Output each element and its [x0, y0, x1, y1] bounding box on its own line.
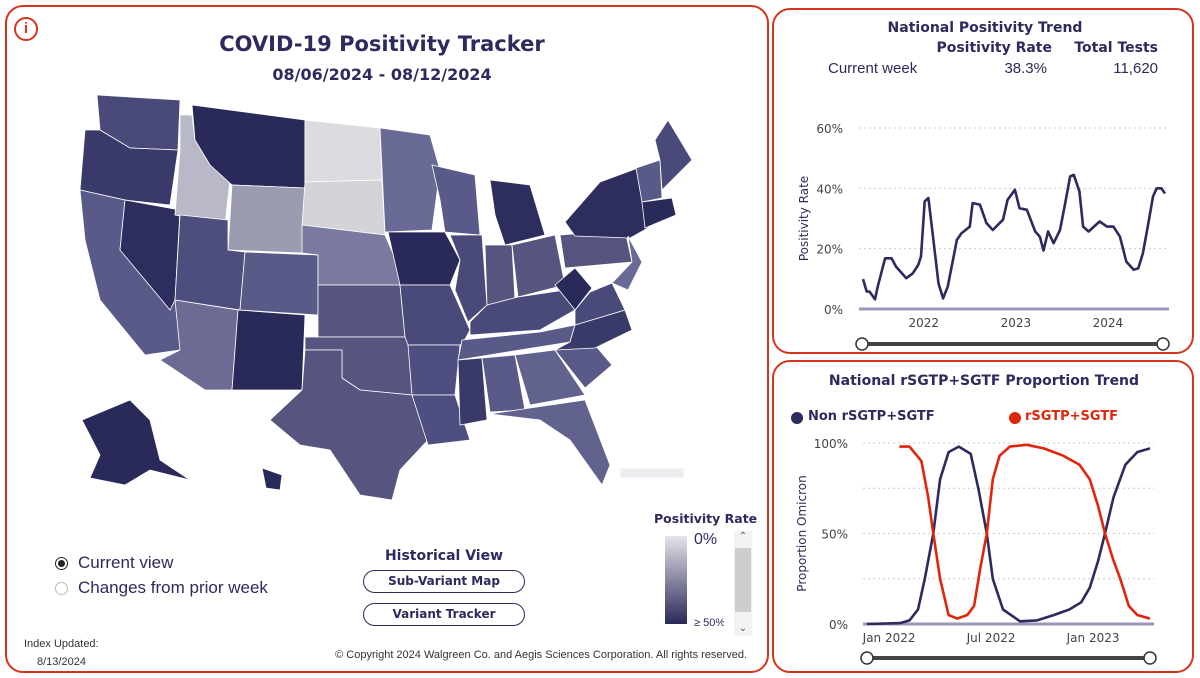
copyright: © Copyright 2024 Walgreen Co. and Aegis … — [335, 649, 747, 661]
row-current-week: Current week — [828, 60, 918, 77]
y-tick-label: 60% — [816, 122, 843, 136]
index-updated-date: 8/13/2024 — [37, 656, 86, 668]
state-il[interactable] — [449, 234, 488, 323]
y-tick-label: 40% — [816, 182, 843, 196]
state-wv[interactable] — [554, 267, 593, 311]
range-slider-start-handle[interactable] — [855, 337, 869, 351]
radio-current-view[interactable] — [55, 557, 68, 570]
state-nj-md[interactable] — [611, 235, 643, 291]
info-icon[interactable]: i — [14, 17, 38, 41]
radio-label-current-view[interactable]: Current view — [78, 553, 174, 572]
sub-variant-map-button[interactable]: Sub-Variant Map — [363, 570, 525, 593]
scroll-thumb[interactable] — [735, 548, 751, 612]
state-tx[interactable] — [269, 349, 429, 501]
us-map — [79, 94, 693, 501]
index-updated-label: Index Updated: — [24, 638, 99, 650]
col-total-tests: Total Tests — [1074, 40, 1158, 56]
variant-tracker-button[interactable]: Variant Tracker — [363, 603, 525, 626]
legend-min-label: 0% — [694, 531, 718, 548]
series-line-positivity-rate — [861, 173, 1167, 301]
proportion-panel — [772, 360, 1194, 673]
state-ia[interactable] — [387, 231, 461, 286]
legend-label-non[interactable]: Non rSGTP+SGTF — [808, 409, 935, 424]
y-tick-label: 0% — [824, 303, 843, 317]
date-range: 08/06/2024 - 08/12/2024 — [272, 65, 492, 84]
state-ma-ct-ri[interactable] — [641, 197, 677, 229]
col-positivity-rate: Positivity Rate — [936, 40, 1052, 56]
legend-gradient — [665, 536, 687, 624]
state-ga[interactable] — [514, 349, 586, 406]
territory-pr[interactable] — [619, 467, 685, 479]
state-hi[interactable] — [261, 467, 283, 491]
y-tick-label: 20% — [816, 243, 843, 257]
range-slider-end-handle[interactable] — [1156, 337, 1170, 351]
x-tick-label: 2023 — [1001, 316, 1032, 330]
legend-scrollbar[interactable]: ⌃ ⌄ — [734, 531, 752, 636]
state-ny[interactable] — [564, 167, 649, 239]
current-total-tests: 11,620 — [1113, 60, 1158, 77]
state-mi[interactable] — [489, 179, 546, 246]
proportion-title: National rSGTP+SGTF Proportion Trend — [828, 373, 1140, 389]
radio-changes-prior-week[interactable] — [55, 582, 68, 595]
historical-view-heading: Historical View — [384, 548, 504, 564]
scroll-up-icon[interactable]: ⌃ — [738, 531, 748, 542]
current-positivity-rate: 38.3% — [1004, 60, 1047, 77]
state-nv[interactable] — [119, 199, 181, 311]
legend-label-rsgtp[interactable]: rSGTP+SGTF — [1025, 409, 1119, 424]
state-wi[interactable] — [431, 164, 481, 236]
legend-dot-non — [791, 412, 803, 424]
legend-dot-rsgtp — [1009, 412, 1021, 424]
x-tick-label: 2024 — [1093, 316, 1124, 330]
state-ak[interactable] — [81, 399, 191, 486]
radio-label-changes-prior-week[interactable]: Changes from prior week — [78, 578, 268, 597]
scroll-down-icon[interactable]: ⌄ — [738, 623, 748, 634]
x-tick-label: 2022 — [908, 316, 939, 330]
state-mn[interactable] — [379, 127, 441, 233]
state-fl[interactable] — [489, 399, 611, 486]
legend-max-label: ≥ 50% — [694, 617, 724, 629]
state-ms[interactable] — [457, 357, 488, 426]
state-la[interactable] — [411, 394, 471, 446]
y-axis-title: Positivity Rate — [797, 176, 811, 261]
state-vt-nh[interactable] — [635, 159, 663, 203]
page-title: COVID-19 Positivity Tracker — [219, 32, 545, 56]
state-me[interactable] — [654, 119, 693, 191]
legend-title: Positivity Rate — [654, 511, 758, 526]
national-positivity-panel — [772, 8, 1194, 354]
national-title: National Positivity Trend — [887, 20, 1083, 36]
state-va[interactable] — [574, 282, 626, 326]
